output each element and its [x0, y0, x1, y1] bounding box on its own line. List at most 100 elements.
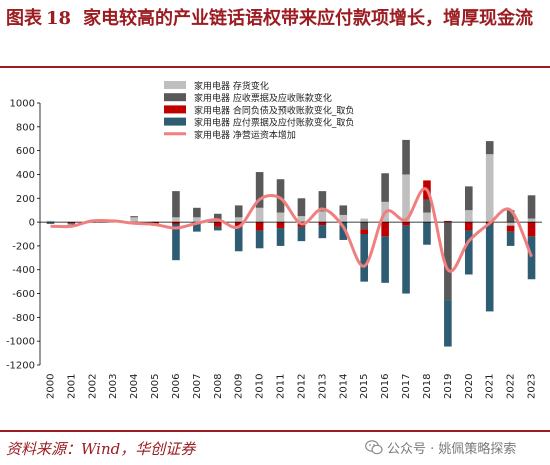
bar-segment	[360, 218, 369, 223]
bar-segment	[213, 222, 222, 227]
bar-segment	[464, 230, 473, 275]
y-tick-label: -1000	[6, 337, 35, 348]
x-tick-label: 2018	[422, 374, 433, 399]
title-rule	[0, 66, 550, 68]
figure-title-text: 家电较高的产业链话语权带来应付款项增长，增厚现金流	[83, 8, 534, 29]
y-tick-label: 200	[16, 194, 35, 205]
x-tick-label: 2008	[213, 374, 224, 399]
bar-segment	[339, 222, 348, 240]
x-tick-label: 2016	[380, 374, 391, 399]
bar-segment	[423, 199, 431, 213]
bar-segment	[318, 222, 327, 226]
x-tick-label: 2009	[234, 374, 245, 399]
bar-segment	[276, 228, 285, 246]
bar-segment	[485, 141, 494, 155]
bar-segment	[527, 236, 536, 280]
bar-segment	[402, 222, 410, 226]
y-tick-label: 1000	[10, 99, 35, 110]
bar-segment	[213, 220, 222, 223]
bar-segment	[402, 174, 410, 223]
bar-segment	[67, 223, 76, 225]
bar-segment	[172, 224, 180, 261]
legend-label: 家用电器 应付票据及应付账款变化_取负	[194, 117, 354, 129]
y-tick-label: 800	[16, 122, 35, 133]
x-tick-label: 2020	[464, 374, 475, 399]
legend-swatch	[164, 93, 186, 102]
bar-segment	[506, 231, 515, 246]
bar-segment	[402, 225, 410, 294]
bar-segment	[234, 222, 243, 228]
bar-segment	[130, 217, 138, 223]
bar-segment	[360, 229, 369, 234]
x-tick-label: 2019	[443, 374, 454, 399]
bar-segment	[423, 212, 431, 223]
x-tick-label: 2013	[317, 374, 328, 399]
y-tick-label: -1200	[6, 361, 35, 372]
x-tick-label: 2001	[66, 374, 77, 399]
x-tick-label: 2003	[108, 374, 119, 399]
bar-segment	[318, 191, 327, 212]
bar-segment	[360, 234, 369, 282]
x-tick-label: 2011	[276, 374, 287, 399]
legend-swatch	[164, 117, 186, 126]
legend-label: 家用电器 存货变化	[194, 80, 269, 92]
x-tick-label: 2023	[527, 374, 538, 399]
legend-swatch	[164, 105, 186, 114]
y-tick-label: 400	[16, 170, 35, 181]
bar-segment	[130, 216, 138, 218]
x-tick-label: 2006	[171, 374, 182, 399]
bar-segment	[172, 217, 180, 223]
line-series-working-capital	[50, 187, 533, 273]
bar-segment	[213, 226, 222, 231]
wechat-icon	[365, 440, 383, 455]
bar-segment	[193, 223, 201, 232]
bar-segment	[339, 205, 348, 215]
bar-segment	[527, 195, 536, 219]
bar-segment	[485, 154, 494, 223]
bar-segment	[444, 222, 452, 301]
bar-segment	[297, 198, 306, 217]
figure-number: 18	[46, 8, 72, 29]
y-tick-label: -200	[12, 241, 35, 252]
bar-segment	[444, 220, 452, 223]
bar-segment	[318, 225, 327, 239]
x-tick-label: 2014	[338, 374, 349, 399]
y-tick-label: 0	[29, 218, 35, 229]
legend-label: 家用电器 净营运资本增加	[194, 129, 296, 141]
bar-segment	[255, 172, 264, 208]
x-tick-label: 2007	[192, 374, 203, 399]
bar-segment	[381, 236, 389, 283]
bar-segment	[339, 214, 348, 223]
legend-label: 家用电器 合同负债及预收账款变化_取负	[194, 104, 354, 116]
source-note: 资料来源：Wind，华创证券	[6, 440, 196, 458]
y-tick-label: -400	[12, 265, 35, 276]
bar-segment	[255, 222, 264, 231]
bar-segment	[527, 218, 536, 223]
bar-segment	[172, 222, 180, 225]
bar-segment	[276, 179, 285, 213]
bar-segment	[255, 230, 264, 249]
bar-segment	[193, 217, 201, 223]
bar-segment	[67, 222, 76, 224]
x-tick-label: 2017	[401, 374, 412, 399]
bar-segment	[402, 139, 410, 175]
x-tick-label: 2021	[485, 374, 496, 399]
bar-segment	[151, 222, 159, 224]
figure-label: 图表	[6, 8, 42, 29]
x-tick-label: 2015	[359, 374, 370, 399]
bar-segment	[464, 222, 473, 231]
footer-rule	[0, 430, 550, 432]
bar-segment	[381, 222, 389, 237]
bar-segment	[46, 222, 55, 224]
x-tick-label: 2000	[45, 374, 56, 399]
bar-segment	[381, 173, 389, 202]
legend-swatch	[164, 81, 186, 89]
bar-segment	[297, 226, 306, 242]
x-tick-label: 2012	[296, 374, 307, 399]
bar-segment	[423, 222, 431, 245]
bar-segment	[193, 207, 201, 218]
bar-segment	[297, 216, 306, 223]
bar-segment	[506, 210, 515, 223]
bar-segment	[276, 222, 285, 229]
x-tick-label: 2022	[506, 374, 517, 399]
